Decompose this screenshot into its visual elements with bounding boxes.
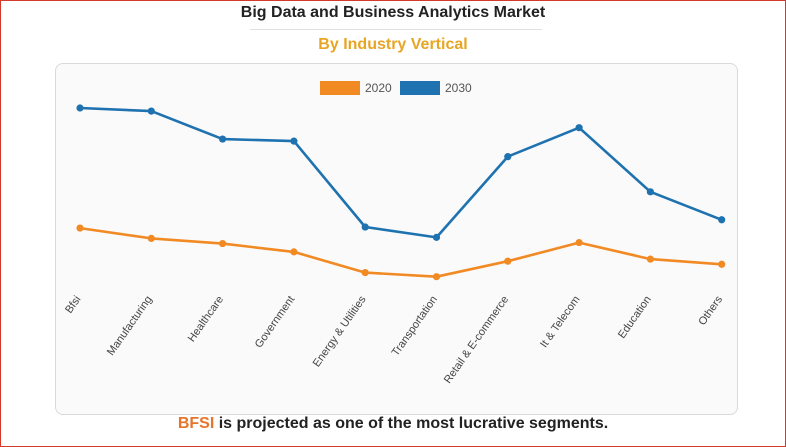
data-point-2030-4[interactable] [361,223,369,231]
data-point-2020-1[interactable] [147,234,155,243]
x-tick-label-3: Government [253,294,298,350]
data-point-2030-8[interactable] [646,188,655,196]
data-point-2020-5[interactable] [432,273,441,281]
x-tick-label-9: Others [696,293,725,327]
data-point-2020-6[interactable] [504,257,512,265]
data-point-2030-3[interactable] [290,137,298,145]
x-tick-label-5: Transportation [390,294,440,359]
data-point-2030-2[interactable] [219,135,227,143]
legend-label-2020: 2020 [365,81,392,95]
data-point-2020-4[interactable] [361,268,369,277]
chart-subtitle: By Industry Vertical [318,36,468,53]
legend-swatch-2020 [320,81,360,95]
data-point-2030-5[interactable] [432,233,441,241]
data-point-2020-2[interactable] [219,239,227,248]
legend-swatch-2030 [400,81,440,95]
title-divider [250,29,542,30]
x-tick-label-0: Bfsi [63,294,83,316]
chart-title: Big Data and Business Analytics Market [240,4,546,21]
data-point-2020-3[interactable] [290,248,298,256]
data-point-2020-9[interactable] [718,260,726,268]
data-point-2020-0[interactable] [76,224,84,232]
x-tick-label-2: Healthcare [186,294,226,344]
legend-label-2030: 2030 [445,81,472,95]
series-line-2030 [78,106,724,239]
data-point-2030-9[interactable] [718,216,726,224]
data-point-2020-7[interactable] [575,238,583,247]
data-point-2020-8[interactable] [646,255,655,263]
x-tick-label-4: Energy & Utilities [311,293,369,369]
footer-caption: BFSI is projected as one of the most luc… [0,415,786,433]
data-point-2030-6[interactable] [504,153,512,161]
footer-text: is projected as one of the most lucrativ… [214,415,609,432]
footer-highlight: BFSI [177,415,215,432]
x-tick-label-7: It & Telecom [538,294,582,350]
data-point-2030-0[interactable] [76,104,84,112]
data-point-2030-7[interactable] [575,124,583,132]
x-tick-label-6: Retail & E-commerce [442,294,511,386]
x-tick-label-1: Manufacturing [105,294,155,358]
series-line-2020 [78,226,724,279]
x-tick-label-8: Education [616,294,654,341]
data-point-2030-1[interactable] [147,107,155,115]
